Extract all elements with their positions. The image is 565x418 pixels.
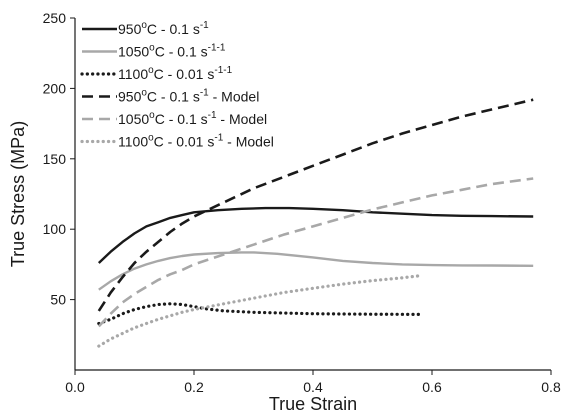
series-line-5 xyxy=(97,177,534,328)
y-tick-label: 200 xyxy=(43,80,67,96)
x-tick-label: 0.8 xyxy=(541,379,561,395)
x-tick-label: 0.0 xyxy=(65,379,85,395)
series-line-3 xyxy=(97,302,422,326)
series-line-6 xyxy=(97,274,422,348)
y-axis-title: True Stress (MPa) xyxy=(8,121,28,267)
y-tick-label: 150 xyxy=(43,151,67,167)
series-line-2 xyxy=(98,251,534,291)
series-line-1 xyxy=(97,206,534,264)
x-tick-label: 0.4 xyxy=(303,379,323,395)
y-tick-label: 250 xyxy=(43,10,67,26)
axes xyxy=(70,17,552,375)
legend-label-4: 950oC - 0.1 s-1 - Model xyxy=(118,88,259,105)
legend-label-1: 950oC - 0.1 s-1 xyxy=(118,20,209,37)
x-tick-label: 0.2 xyxy=(184,379,204,395)
y-tick-label: 100 xyxy=(43,221,67,237)
legend-label-5: 1050oC - 0.1 s-1 - Model xyxy=(118,110,267,127)
x-tick-label: 0.6 xyxy=(422,379,442,395)
tick-labels: 0.0 0.2 0.4 0.6 0.8 50 100 150 200 250 xyxy=(43,10,561,395)
legend-label-2: 1050oC - 0.1 s-1-1 xyxy=(118,43,226,60)
series-line-4 xyxy=(97,98,534,312)
legend-label-3: 1100oC - 0.01 s-1-1 xyxy=(118,65,233,82)
legend: 950oC - 0.1 s-1 1050oC - 0.1 s-1-1 1100oC … xyxy=(80,20,274,150)
y-tick-label: 50 xyxy=(50,292,66,308)
legend-label-6: 1100oC - 0.01 s-1 - Model xyxy=(118,133,274,150)
x-axis-title: True Strain xyxy=(269,394,357,414)
series-layer xyxy=(97,98,534,348)
